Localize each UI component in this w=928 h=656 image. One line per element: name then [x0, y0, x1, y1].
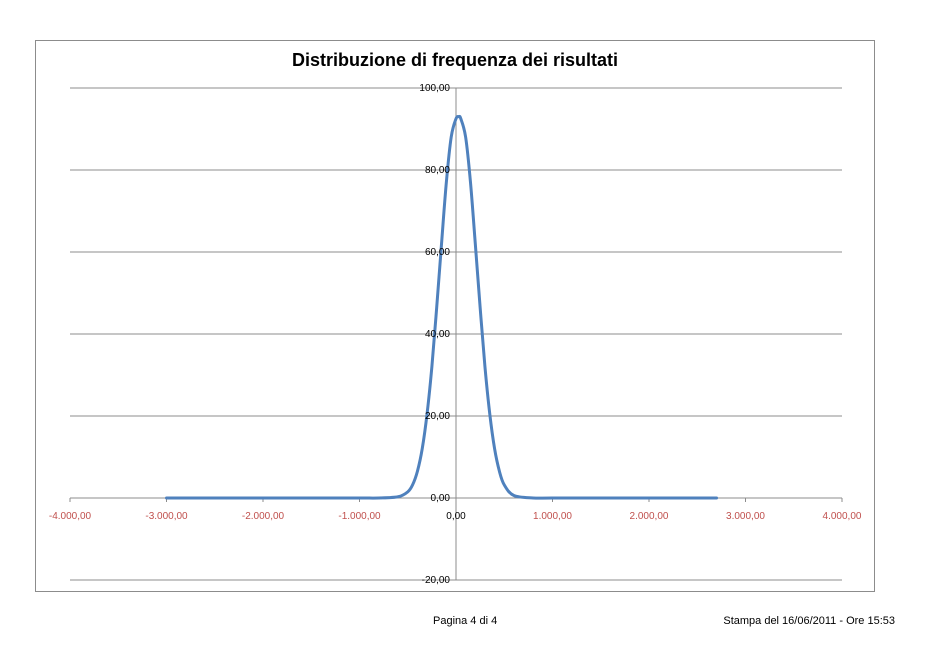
x-tick-label: 4.000,00 [823, 511, 862, 522]
y-tick-label: 0,00 [431, 493, 451, 504]
footer-page-number: Pagina 4 di 4 [433, 615, 498, 627]
x-tick-label: -1.000,00 [338, 511, 381, 522]
y-tick-label: 20,00 [425, 411, 450, 422]
x-tick-label: -3.000,00 [145, 511, 188, 522]
chart-area [35, 40, 875, 592]
chart-title: Distribuzione di frequenza dei risultati [291, 50, 619, 70]
y-tick-label: 100,00 [419, 83, 450, 94]
x-tick-label: 2.000,00 [630, 511, 669, 522]
x-tick-label: 3.000,00 [726, 511, 765, 522]
x-tick-label: 1.000,00 [533, 511, 572, 522]
x-tick-label: -2.000,00 [242, 511, 285, 522]
y-tick-label: 40,00 [425, 329, 450, 340]
y-tick-label: -20,00 [422, 575, 451, 586]
x-tick-label: -4.000,00 [49, 511, 92, 522]
y-tick-label: 80,00 [425, 165, 450, 176]
series-line [165, 114, 719, 500]
x-tick-label: 0,00 [446, 511, 466, 522]
footer-print-timestamp: Stampa del 16/06/2011 - Ore 15:53 [723, 615, 895, 627]
y-tick-label: 60,00 [425, 247, 450, 258]
